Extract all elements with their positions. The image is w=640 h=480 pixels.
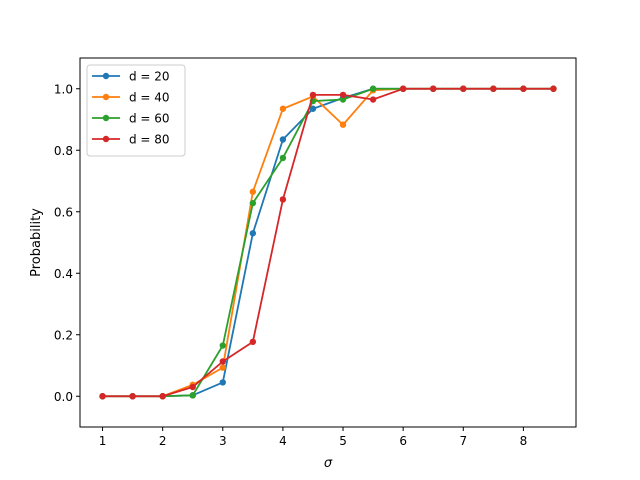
legend-label: d = 80 — [129, 133, 170, 147]
axes-frame — [79, 57, 577, 428]
data-point — [279, 154, 287, 162]
series-layer — [99, 85, 557, 400]
series-line — [102, 87, 554, 398]
data-point — [249, 199, 257, 207]
data-point — [99, 393, 106, 400]
x-axis-ticks: 1 2 3 4 5 6 7 8 — [99, 427, 527, 448]
legend-marker — [102, 135, 110, 143]
data-point — [219, 379, 226, 386]
data-point — [129, 393, 136, 400]
data-point — [279, 196, 287, 203]
data-point — [219, 364, 226, 371]
x-tick-label: 2 — [159, 434, 167, 448]
legend-label: d = 60 — [129, 112, 170, 126]
data-point — [399, 85, 407, 92]
y-tick-label: 0.6 — [54, 205, 73, 219]
x-tick-label: 5 — [339, 434, 347, 448]
legend-marker — [102, 93, 110, 101]
legend-item: d = 80 — [92, 133, 170, 147]
data-point — [279, 105, 287, 112]
x-tick-label: 1 — [99, 434, 107, 448]
data-point — [520, 85, 527, 92]
x-tick-label: 7 — [459, 434, 467, 448]
legend-label: d = 40 — [129, 91, 170, 105]
legend-item: d = 40 — [92, 91, 170, 105]
data-point — [339, 91, 347, 99]
legend: d = 20 d = 40 d = 60 d = 80 — [86, 64, 186, 157]
data-point — [490, 85, 497, 92]
legend-box — [86, 64, 186, 157]
series-4 — [99, 85, 557, 400]
data-point — [159, 393, 166, 400]
data-point — [249, 338, 257, 346]
y-tick-label: 0.2 — [54, 328, 73, 342]
data-point — [339, 96, 347, 103]
y-tick-label: 0.8 — [54, 144, 73, 158]
y-axis-label: Probability — [29, 208, 44, 277]
y-tick-label: 0.4 — [54, 267, 73, 281]
x-axis-label: σ — [324, 456, 333, 471]
data-point — [309, 105, 317, 112]
legend-marker — [102, 114, 110, 122]
data-point — [369, 85, 377, 92]
legend-item: d = 60 — [92, 112, 170, 126]
data-point — [369, 96, 377, 103]
data-point — [249, 230, 257, 237]
legend-marker — [102, 72, 110, 80]
y-axis-ticks: 0.0 0.2 0.4 0.6 0.8 1.0 — [54, 82, 80, 404]
x-tick-label: 3 — [219, 434, 227, 448]
data-point — [339, 121, 347, 128]
legend-item: d = 20 — [92, 70, 170, 84]
data-point — [430, 85, 437, 92]
x-tick-label: 6 — [399, 434, 407, 448]
data-point — [309, 91, 317, 99]
data-point — [460, 85, 467, 92]
y-tick-label: 1.0 — [54, 82, 73, 96]
data-point — [249, 188, 257, 195]
data-point — [189, 392, 196, 399]
x-tick-label: 4 — [279, 434, 287, 448]
data-point — [279, 136, 287, 143]
legend-label: d = 20 — [129, 70, 170, 84]
data-point — [219, 342, 226, 349]
data-point — [189, 383, 196, 391]
data-point — [550, 85, 557, 92]
x-tick-label: 8 — [520, 434, 528, 448]
data-point — [219, 358, 226, 365]
y-tick-label: 0.0 — [54, 390, 73, 404]
